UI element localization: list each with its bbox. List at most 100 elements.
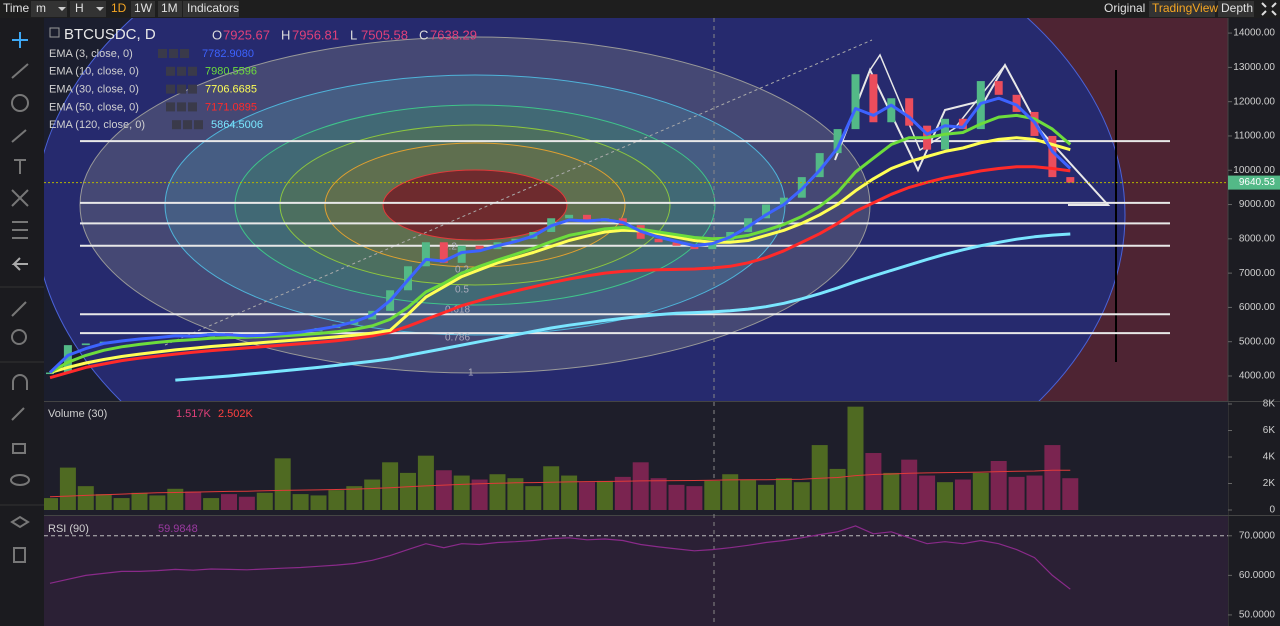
- y-tick-label: 10000.00: [1233, 165, 1275, 176]
- fullscreen-icon[interactable]: [1261, 2, 1277, 16]
- volume-bar: [579, 482, 595, 510]
- button[interactable]: [131, 1, 155, 17]
- fib-label: 0.618: [445, 305, 470, 316]
- y-tick-label: 14000.00: [1233, 28, 1275, 39]
- button[interactable]: [183, 1, 239, 17]
- toolbar: [0, 0, 1280, 18]
- legend-button: [166, 66, 175, 76]
- dropdown[interactable]: [70, 1, 106, 17]
- toolbar-item[interactable]: Original: [1104, 1, 1145, 15]
- ema-name[interactable]: EMA (50, close, 0): [49, 101, 139, 113]
- volume-bar: [847, 406, 864, 510]
- fib-label: 0.2: [455, 265, 469, 276]
- toolbar-item[interactable]: m: [36, 1, 46, 15]
- ema-legend: EMA (3, close, 0) 7782.9080 EMA (10, close…: [49, 48, 263, 131]
- toolbar-item[interactable]: 1D: [111, 1, 127, 15]
- legend-button: [169, 49, 178, 58]
- volume-bar: [758, 484, 774, 510]
- price-axis-bg: [1228, 18, 1280, 626]
- toolbar-item[interactable]: Depth: [1221, 1, 1253, 15]
- ohlc-key: C: [419, 27, 428, 42]
- candle: [1012, 94, 1021, 112]
- candle: [905, 98, 914, 126]
- collapse-box[interactable]: [49, 27, 60, 38]
- toolbar-item[interactable]: TradingView: [1152, 1, 1218, 15]
- dropdown-arrow: [58, 7, 66, 11]
- candle: [421, 242, 430, 267]
- candle: [475, 245, 484, 250]
- legend-button: [188, 102, 197, 112]
- tool-icons[interactable]: [0, 32, 44, 563]
- volume-bar: [489, 474, 506, 510]
- candle: [583, 214, 591, 222]
- legend-button: [188, 84, 197, 94]
- volume-bar: [704, 480, 721, 510]
- button[interactable]: [1149, 1, 1215, 17]
- y-tick-label: 13000.00: [1233, 62, 1275, 73]
- legend-button: [172, 120, 181, 130]
- dropdown[interactable]: [31, 1, 67, 17]
- ohlc-value: 7925.67: [223, 27, 270, 42]
- button[interactable]: [1218, 1, 1254, 17]
- y-tick-label: 0: [1269, 505, 1275, 516]
- toolbar-item[interactable]: 1W: [134, 1, 153, 15]
- candle: [762, 204, 770, 219]
- volume-bar: [632, 462, 649, 510]
- volume-bar: [203, 498, 220, 510]
- ohlc-key: H: [281, 27, 290, 42]
- ema-line: [49, 165, 1071, 380]
- candle: [1066, 177, 1075, 183]
- y-tick-label: 7000.00: [1239, 268, 1276, 279]
- candle: [815, 153, 824, 178]
- volume-bar: [417, 455, 434, 510]
- legend-button: [194, 120, 203, 130]
- rsi-value: 59.9848: [158, 523, 198, 535]
- y-tick-label: 4000.00: [1239, 371, 1276, 382]
- volume-bar: [310, 495, 327, 510]
- toolbar-item[interactable]: Time: [3, 1, 30, 15]
- rsi-title[interactable]: RSI (90): [48, 523, 89, 535]
- volume-bar: [1044, 445, 1061, 510]
- fib-label: 0.786: [445, 333, 470, 344]
- fib-label: 0.2: [443, 242, 457, 253]
- legend-button: [177, 102, 186, 112]
- y-tick-label: 70.0000: [1239, 530, 1276, 541]
- rsi-plot: [44, 525, 1228, 590]
- legend-button: [166, 84, 175, 94]
- volume-bar: [865, 453, 882, 510]
- volume-bar: [77, 486, 94, 510]
- ema-value: 5864.5006: [211, 119, 263, 131]
- volume-bar: [435, 470, 452, 510]
- toolbar-item[interactable]: 1M: [161, 1, 178, 15]
- candle: [958, 118, 967, 130]
- ema-name[interactable]: EMA (3, close, 0): [49, 48, 133, 60]
- volume-bar: [113, 498, 130, 510]
- y-tick-label: 12000.00: [1233, 96, 1275, 107]
- volume-bar: [561, 475, 578, 510]
- volume-title[interactable]: Volume (30): [48, 408, 107, 420]
- toolbar-item[interactable]: Indicators: [187, 1, 239, 15]
- volume-bar: [937, 482, 953, 510]
- volume-bar: [185, 491, 202, 510]
- button[interactable]: [158, 1, 182, 17]
- legend-button: [183, 120, 192, 130]
- symbol[interactable]: BTCUSDC, D: [64, 26, 156, 43]
- volume-bar: [919, 475, 936, 510]
- fib-label: 1: [468, 368, 474, 379]
- volume-bar: [1062, 478, 1079, 510]
- volume-bar: [149, 495, 166, 510]
- legend-button: [158, 49, 167, 58]
- ema-value: 7782.9080: [202, 48, 254, 60]
- volume-bar: [274, 458, 291, 510]
- toolbar-item[interactable]: H: [75, 1, 84, 15]
- ema-value: 7171.0895: [205, 101, 257, 113]
- volume-ma: [49, 469, 1071, 498]
- axes: 14000.00 13000.00 12000.00 11000.00 10000.00…: [1228, 28, 1280, 621]
- volume-bar: [44, 498, 58, 510]
- y-tick-label: 4K: [1263, 452, 1276, 463]
- ema-name[interactable]: EMA (30, close, 0): [49, 84, 139, 96]
- ema-name[interactable]: EMA (10, close, 0): [49, 66, 139, 78]
- y-tick-label: 8K: [1263, 399, 1276, 410]
- ema-name[interactable]: EMA (120, close, 0): [49, 119, 145, 131]
